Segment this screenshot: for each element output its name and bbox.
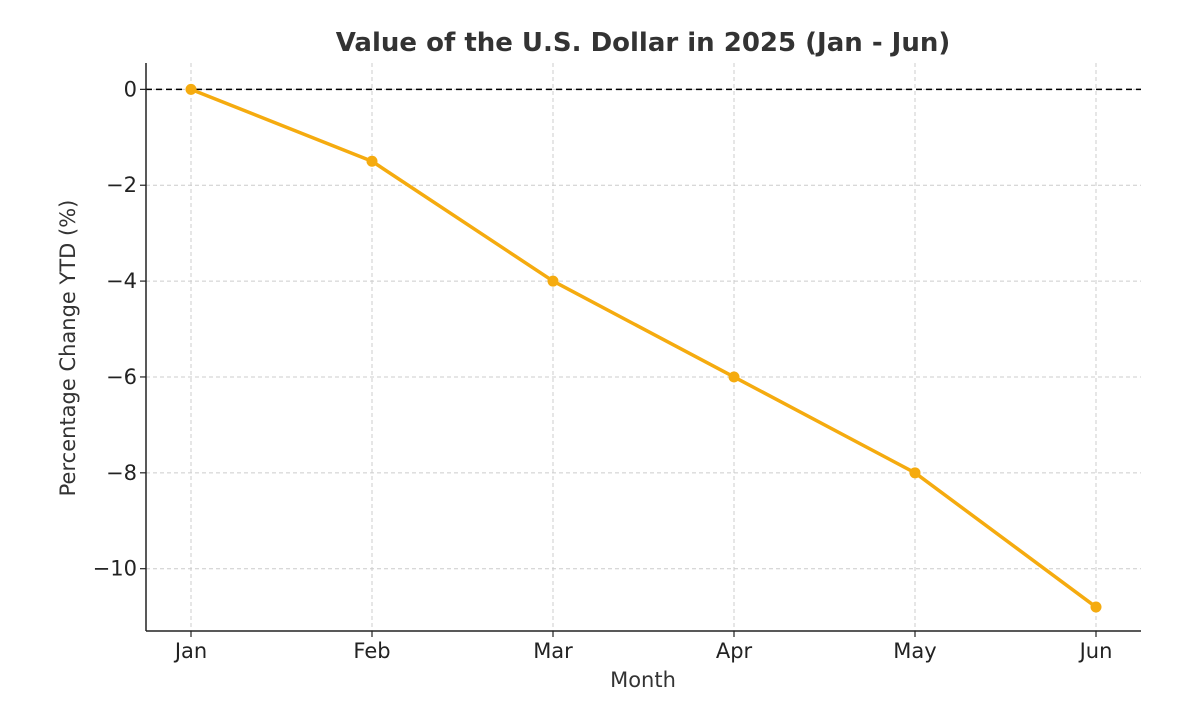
y-tick-label: −6 bbox=[106, 365, 137, 389]
data-point-feb bbox=[366, 155, 378, 167]
chart-title: Value of the U.S. Dollar in 2025 (Jan - … bbox=[336, 28, 951, 58]
x-tick-label: Mar bbox=[533, 639, 573, 663]
x-tick-label: Apr bbox=[716, 639, 753, 663]
x-tick-label: May bbox=[893, 639, 936, 663]
data-point-apr bbox=[728, 371, 740, 383]
axes: Jan Feb Mar Apr May Jun 0 −2 −4 −6 −8 −10 bbox=[93, 63, 1141, 663]
x-tick-label: Jun bbox=[1078, 639, 1113, 663]
data-point-jun bbox=[1090, 601, 1102, 613]
y-tick-label: −8 bbox=[106, 461, 137, 485]
x-axis-label: Month bbox=[610, 668, 676, 692]
series-group bbox=[185, 83, 1102, 613]
y-tick-label: −2 bbox=[106, 173, 137, 197]
y-axis-label: Percentage Change YTD (%) bbox=[56, 200, 80, 497]
series-line bbox=[189, 87, 1098, 609]
data-point-jan bbox=[185, 83, 197, 95]
data-point-mar bbox=[547, 275, 559, 287]
x-tick-label: Feb bbox=[353, 639, 390, 663]
data-point-may bbox=[909, 467, 921, 479]
y-tick-label: −4 bbox=[106, 269, 137, 293]
y-tick-label: −10 bbox=[93, 557, 137, 581]
x-tick-label: Jan bbox=[173, 639, 207, 663]
grid bbox=[146, 63, 1141, 631]
y-tick-label: 0 bbox=[124, 77, 137, 101]
